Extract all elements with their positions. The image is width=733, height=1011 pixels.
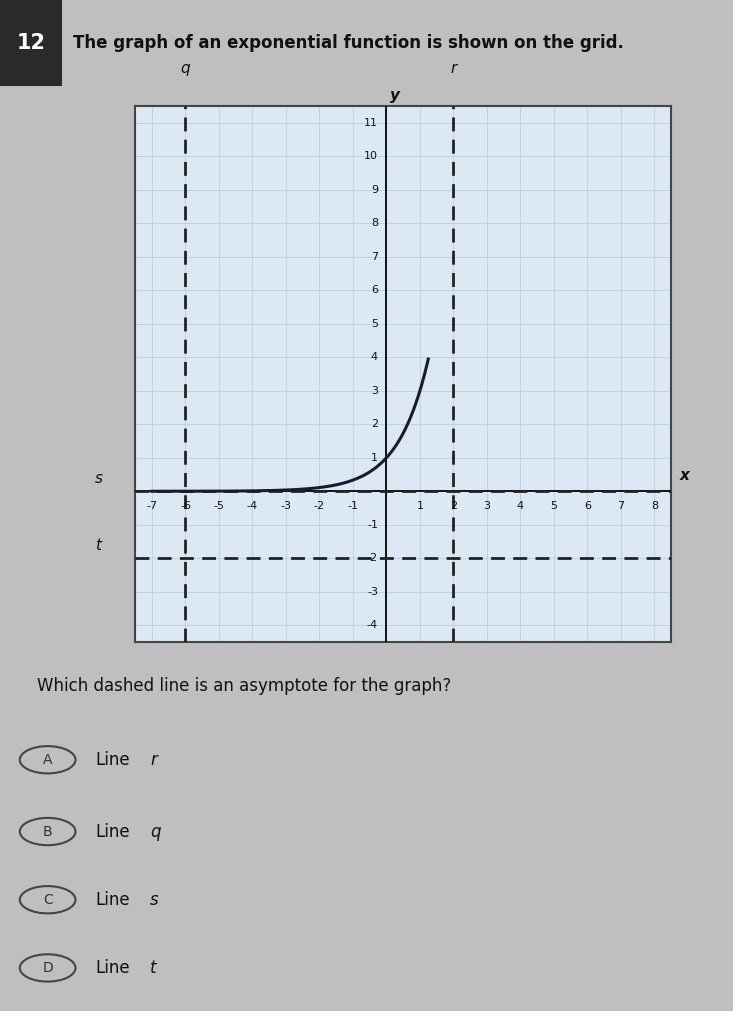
- Text: Line: Line: [95, 751, 130, 768]
- Text: 6: 6: [584, 501, 591, 512]
- Text: -2: -2: [314, 501, 325, 512]
- Text: r: r: [150, 751, 157, 768]
- Text: 9: 9: [371, 185, 378, 195]
- Text: 4: 4: [371, 352, 378, 362]
- Text: The graph of an exponential function is shown on the grid.: The graph of an exponential function is …: [73, 34, 625, 52]
- Text: 6: 6: [371, 285, 378, 295]
- Text: 1: 1: [416, 501, 424, 512]
- Text: 2: 2: [371, 420, 378, 430]
- Text: 3: 3: [371, 386, 378, 396]
- Text: -1: -1: [347, 501, 358, 512]
- Text: 1: 1: [371, 453, 378, 463]
- Text: 4: 4: [517, 501, 524, 512]
- Text: Line: Line: [95, 958, 130, 977]
- Text: -5: -5: [213, 501, 224, 512]
- Text: 7: 7: [371, 252, 378, 262]
- Bar: [0, 0, 62, 86]
- Text: -1: -1: [367, 520, 378, 530]
- Text: Which dashed line is an asymptote for the graph?: Which dashed line is an asymptote for th…: [37, 677, 451, 696]
- Text: -3: -3: [367, 586, 378, 596]
- Text: -3: -3: [281, 501, 292, 512]
- Text: 7: 7: [617, 501, 625, 512]
- Text: 2: 2: [450, 501, 457, 512]
- Text: x: x: [679, 468, 689, 483]
- Text: r: r: [450, 61, 457, 76]
- Text: t: t: [150, 958, 157, 977]
- Text: y: y: [390, 88, 399, 103]
- Text: Line: Line: [95, 891, 130, 909]
- Text: A: A: [43, 753, 52, 766]
- Text: C: C: [43, 893, 53, 907]
- Text: q: q: [150, 823, 161, 840]
- Text: t: t: [95, 538, 101, 553]
- Text: 11: 11: [364, 118, 378, 128]
- Text: B: B: [43, 825, 53, 838]
- Text: 5: 5: [550, 501, 557, 512]
- Text: 10: 10: [364, 152, 378, 162]
- Text: 12: 12: [17, 33, 45, 53]
- Text: Line: Line: [95, 823, 130, 840]
- Text: -7: -7: [147, 501, 158, 512]
- Text: 8: 8: [651, 501, 658, 512]
- Text: 8: 8: [371, 218, 378, 228]
- Text: D: D: [43, 960, 53, 975]
- Text: -4: -4: [367, 620, 378, 630]
- Text: 3: 3: [483, 501, 490, 512]
- Text: -6: -6: [180, 501, 191, 512]
- Text: -4: -4: [247, 501, 258, 512]
- Text: -2: -2: [367, 553, 378, 563]
- Text: q: q: [180, 61, 191, 76]
- Text: s: s: [150, 891, 159, 909]
- Text: s: s: [95, 471, 103, 486]
- Text: 5: 5: [371, 318, 378, 329]
